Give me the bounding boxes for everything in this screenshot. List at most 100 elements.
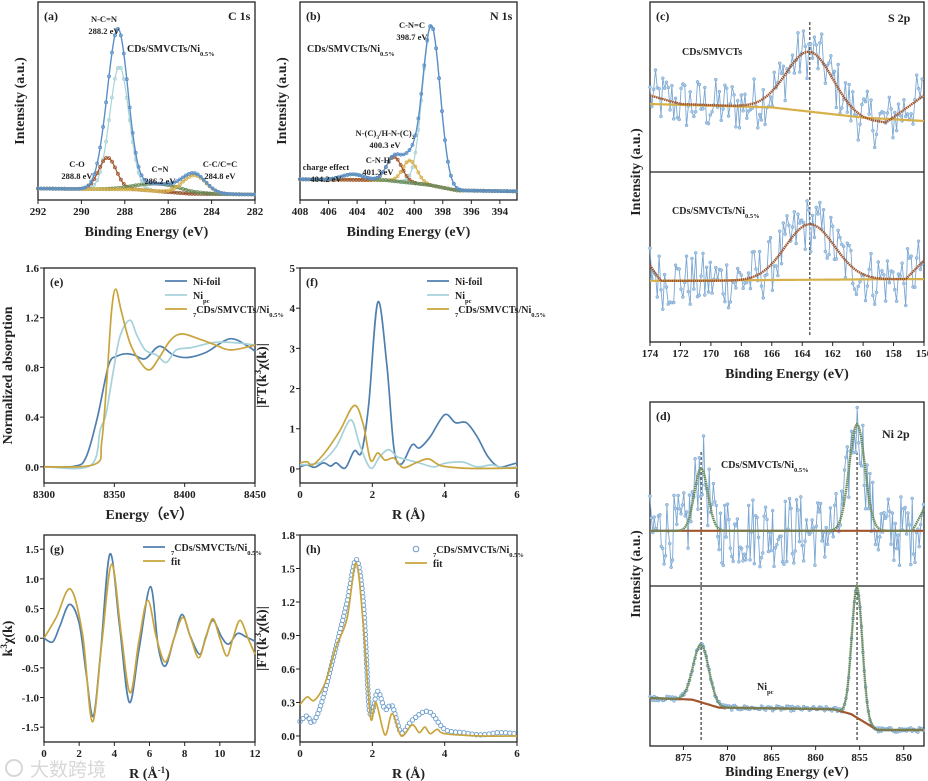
data-point (677, 507, 682, 511)
data-point (863, 298, 868, 303)
data-point (784, 559, 789, 564)
data-point (894, 299, 899, 303)
data-point (98, 145, 103, 150)
label-part: -1 (158, 765, 166, 775)
data-point (827, 61, 831, 65)
data-point (708, 113, 713, 117)
x-tick-label: 408 (292, 206, 309, 218)
data-point (448, 729, 455, 735)
y-tick-label: 1.5 (25, 544, 39, 556)
watermark-text: 大数跨境 (30, 759, 106, 781)
data-point (779, 71, 784, 76)
plot-frame (299, 267, 518, 484)
legend-label: 7CDs/SMVCTs/Ni0.5% (193, 305, 284, 319)
data-point (724, 263, 729, 267)
y-tick-label: 0.0 (25, 633, 39, 645)
x-tick-label: 8350 (103, 489, 126, 501)
data-point (210, 186, 215, 191)
data-point (765, 272, 769, 277)
data-point (856, 284, 860, 289)
data-point (688, 302, 692, 306)
data-point (435, 719, 441, 725)
data-point (192, 171, 197, 176)
label-part: 7 (433, 552, 437, 559)
data-point (416, 116, 421, 121)
data-point (885, 514, 889, 518)
data-point (710, 291, 714, 295)
panel-label: (g) (50, 542, 64, 556)
data-point (514, 189, 518, 194)
data-point (787, 496, 792, 501)
data-point (745, 544, 750, 549)
data-point (115, 27, 120, 31)
data-point (413, 164, 418, 169)
data-point (113, 76, 117, 81)
data-point (92, 172, 97, 177)
data-point (834, 257, 839, 261)
data-point (906, 511, 910, 515)
x-tick-label: 875 (675, 752, 692, 764)
x-tick-label: 158 (885, 348, 902, 360)
data-point (118, 33, 123, 38)
data-point (651, 698, 655, 703)
panel-title: S 2p (888, 11, 911, 25)
data-point (714, 265, 718, 270)
label-part: Intensity (a.u.) (629, 530, 644, 618)
x-tick-label: 10 (214, 748, 226, 760)
data-point (763, 505, 768, 509)
data-point (690, 256, 694, 261)
data-point (181, 175, 185, 180)
data-point (121, 51, 126, 56)
plot-frame (299, 1, 518, 201)
data-point (900, 261, 904, 265)
data-point (855, 405, 859, 410)
data-point (758, 564, 762, 569)
x-axis-label: R (Å) (392, 766, 425, 781)
label-part: Intensity (a.u.) (629, 128, 644, 216)
data-point (697, 82, 702, 87)
data-point (718, 511, 723, 516)
label-part: 0.5% (269, 312, 284, 319)
data-point (95, 161, 100, 166)
x-tick-label: 286 (160, 206, 177, 218)
data-point (677, 267, 681, 271)
panel-label: (h) (306, 542, 321, 556)
data-point (823, 81, 828, 85)
data-point (777, 229, 782, 234)
data-point (731, 559, 735, 564)
data-point (839, 489, 844, 493)
data-point (728, 546, 733, 550)
data-point (902, 98, 906, 102)
y-axis-label: Intensity (a.u.) (275, 57, 290, 145)
x-tick-label: 0 (297, 748, 303, 760)
data-point (904, 532, 909, 536)
label-part: CDs/SMVCTs/Ni (127, 44, 200, 55)
data-point (184, 177, 188, 181)
data-point (914, 256, 919, 260)
data-point (142, 178, 147, 182)
data-point (836, 62, 840, 67)
data-point (686, 546, 690, 550)
data-point (383, 165, 388, 169)
label-part: 0.5% (531, 312, 546, 319)
x-tick-label: 4 (442, 489, 448, 501)
label-part: N-(C) (356, 128, 377, 138)
data-point (883, 299, 888, 303)
data-point (880, 268, 884, 273)
data-point (671, 117, 676, 121)
data-point (792, 209, 797, 214)
x-tick-label: 8 (182, 748, 188, 760)
series-line-1 (43, 319, 256, 470)
data-point (392, 176, 397, 181)
data-point (759, 555, 764, 560)
data-point (907, 523, 912, 527)
y-tick-label: 0.3 (281, 697, 295, 709)
data-point (308, 719, 314, 725)
data-point (684, 254, 689, 258)
data-point (820, 539, 824, 543)
label-part: R (Å) (392, 766, 425, 781)
y-tick-label: 1.5 (281, 563, 295, 575)
background-fit-line (649, 696, 924, 732)
data-point (779, 534, 783, 538)
label-part: pc (203, 298, 210, 305)
